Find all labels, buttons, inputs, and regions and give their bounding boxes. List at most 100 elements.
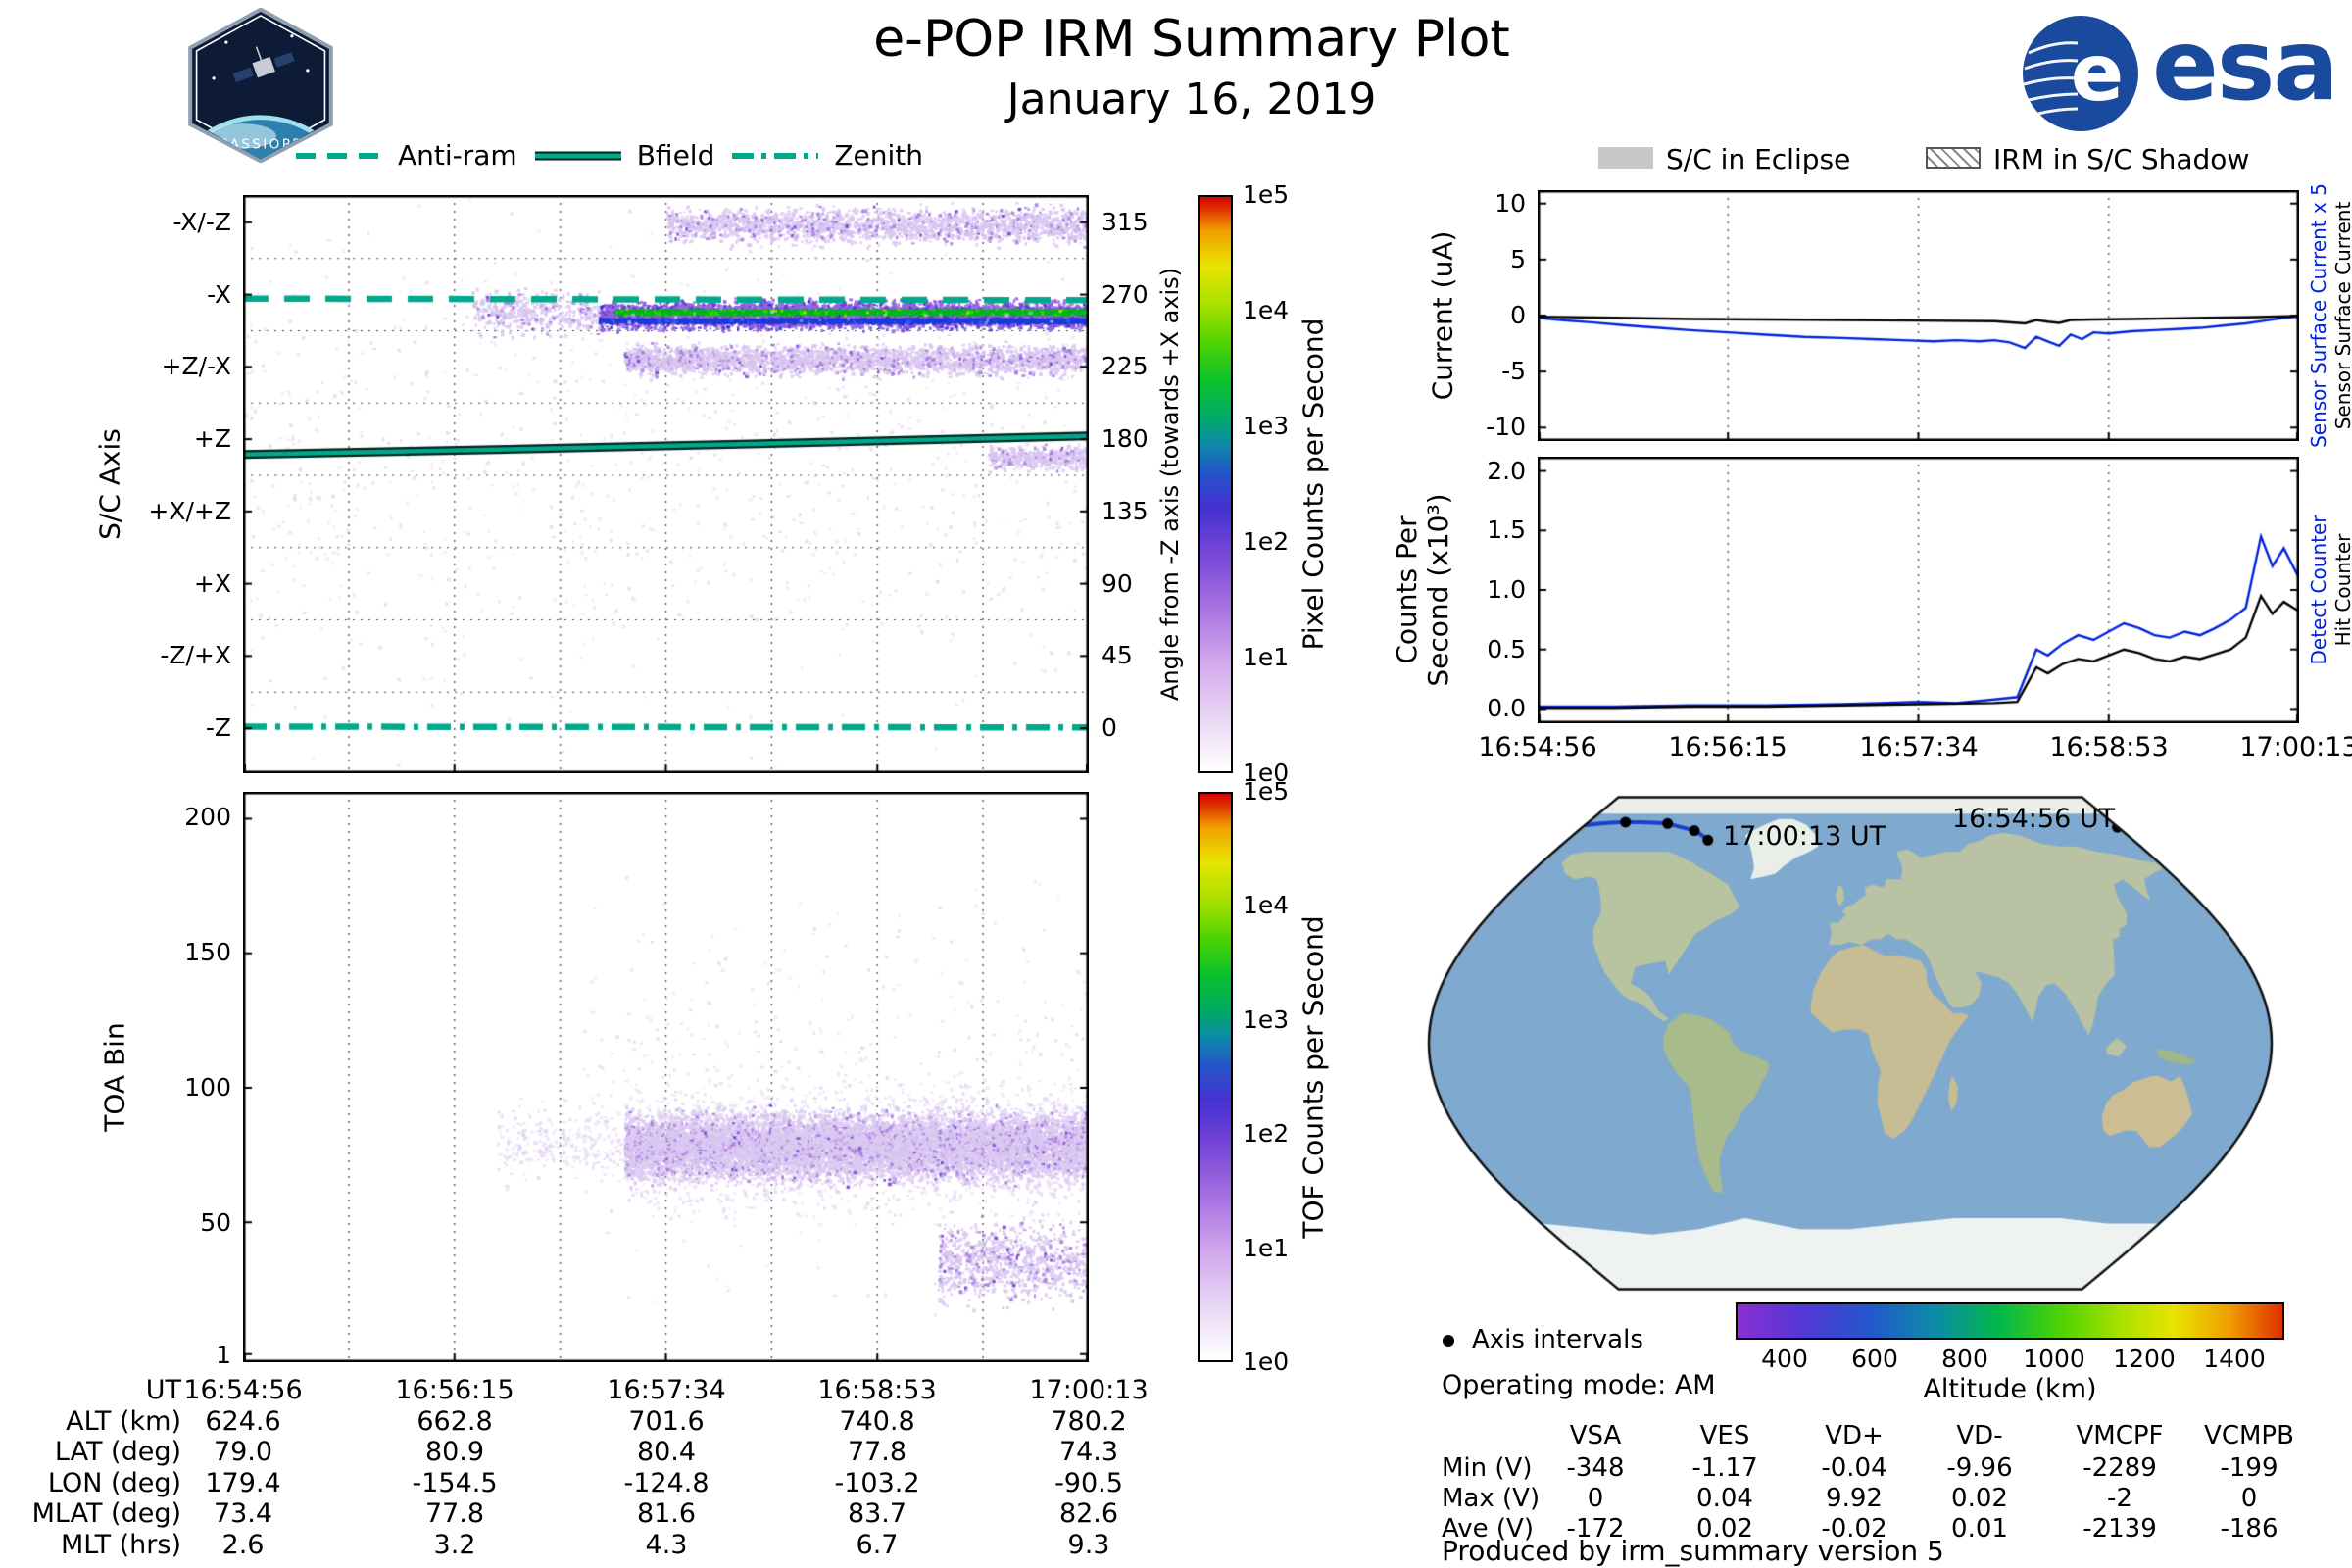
ephemeris-value: 701.6 [628, 1405, 705, 1437]
ephemeris-row-label: MLT (hrs) [60, 1529, 181, 1560]
ephemeris-value: 16:54:56 [183, 1375, 303, 1405]
ephemeris-value: -154.5 [412, 1467, 498, 1498]
angle-axis-tick: 225 [1102, 352, 1149, 380]
ephemeris-value: 81.6 [636, 1498, 697, 1529]
ephemeris-row-label: LAT (deg) [54, 1437, 181, 1467]
ephemeris-row-label: ALT (km) [66, 1405, 181, 1437]
axis-intervals-label: Axis intervals [1472, 1325, 1643, 1354]
sc-axis-left-tick: -Z [205, 713, 231, 742]
legend-antiram-label: Anti-ram [398, 139, 517, 172]
voltage-value: -1.17 [1691, 1453, 1758, 1483]
pixel-colorbar-tick: 1e4 [1243, 296, 1290, 324]
angle-axis-tick: 90 [1102, 569, 1133, 598]
ephemeris-value: 83.7 [847, 1498, 907, 1529]
sc-axis-spectrogram-plot[interactable] [243, 195, 1089, 773]
voltage-value: 0 [2240, 1484, 2258, 1513]
ephemeris-value: 179.4 [205, 1467, 281, 1498]
altitude-tick: 800 [1941, 1345, 1988, 1373]
voltage-row-label: Min (V) [1442, 1453, 1533, 1483]
current-right-label-blue: Sensor Surface Current x 5 [2307, 183, 2330, 448]
esa-logo: e [2021, 14, 2144, 137]
ephemeris-value: 80.9 [424, 1437, 485, 1467]
altitude-tick: 1000 [2023, 1345, 2085, 1373]
pixel-colorbar-tick: 1e0 [1243, 759, 1290, 787]
sc-axis-left-tick: +Z [193, 424, 231, 453]
ephemeris-row-label: LON (deg) [47, 1467, 181, 1498]
ephemeris-value: 16:58:53 [817, 1375, 937, 1405]
voltage-value: -186 [2220, 1514, 2278, 1544]
counter-rates-plot[interactable] [1538, 457, 2299, 723]
shadow-legend-swatch [1926, 147, 1981, 169]
tof-colorbar-tick: 1e3 [1243, 1005, 1290, 1034]
voltage-value: 0.04 [1696, 1484, 1753, 1513]
counts-xtick: 16:56:15 [1668, 732, 1788, 762]
eclipse-legend-swatch [1598, 147, 1653, 169]
sensor-current-plot[interactable] [1538, 190, 2299, 441]
antiram-dashed-line-icon [296, 152, 382, 159]
legend-bfield-label: Bfield [636, 139, 715, 172]
ground-track-map[interactable] [1424, 792, 2277, 1295]
ephemeris-value: 3.2 [433, 1529, 476, 1560]
toa-ytick: 1 [216, 1341, 231, 1369]
ephemeris-value: 82.6 [1058, 1498, 1119, 1529]
pixel-counts-colorbar [1198, 195, 1233, 773]
pixel-colorbar-tick: 1e1 [1243, 643, 1290, 671]
counts-xtick: 17:00:13 [2239, 732, 2352, 762]
ephemeris-value: 80.4 [636, 1437, 697, 1467]
voltage-value: -2 [2107, 1484, 2132, 1513]
counts-ylabel-line1: Counts Per [1391, 515, 1423, 664]
counts-right-label-blue: Detect Counter [2307, 514, 2330, 665]
shadow-legend-label: IRM in S/C Shadow [1993, 143, 2250, 175]
ephemeris-value: 73.4 [213, 1498, 273, 1529]
page-title: e-POP IRM Summary Plot [873, 10, 1510, 69]
ephemeris-value: -90.5 [1054, 1467, 1123, 1498]
voltage-value: -348 [1566, 1453, 1625, 1483]
counts-ytick: 0.0 [1487, 694, 1526, 722]
altitude-colorbar [1736, 1302, 2284, 1340]
counts-ytick: 1.5 [1487, 515, 1526, 544]
voltage-value: -2289 [2082, 1453, 2157, 1483]
sc-axis-left-tick: -X/-Z [172, 208, 231, 236]
ephemeris-value: 2.6 [221, 1529, 265, 1560]
voltage-value: 0.02 [1951, 1484, 2008, 1513]
voltage-value: 0.02 [1696, 1514, 1753, 1544]
ephemeris-value: 6.7 [856, 1529, 899, 1560]
toa-spectrogram-plot[interactable] [243, 792, 1089, 1362]
axis-interval-dot-icon [1443, 1335, 1454, 1347]
ephemeris-value: -103.2 [834, 1467, 920, 1498]
angle-axis-label: Angle from -Z axis (towards +X axis) [1156, 267, 1184, 702]
voltage-row-label: Ave (V) [1442, 1514, 1534, 1544]
ephemeris-value: 624.6 [205, 1405, 281, 1437]
counts-xtick: 16:57:34 [1859, 732, 1979, 762]
current-ytick: -5 [1501, 357, 1526, 385]
counts-xtick: 16:54:56 [1478, 732, 1597, 762]
legend-antiram: Anti-ram [294, 139, 517, 172]
pixel-colorbar-label: Pixel Counts per Second [1297, 318, 1330, 651]
voltage-row-label: Max (V) [1442, 1484, 1541, 1513]
legend-zenith-label: Zenith [834, 139, 924, 172]
sc-axis-left-tick: +X/+Z [148, 497, 231, 525]
altitude-tick: 400 [1761, 1345, 1808, 1373]
tof-colorbar-tick: 1e4 [1243, 891, 1290, 919]
ephemeris-value: 16:57:34 [607, 1375, 726, 1405]
cassiope-mission-patch: CASSIOPE [182, 7, 339, 167]
sc-axis-left-tick: -X [207, 280, 231, 309]
zenith-dashdot-line-icon [732, 152, 819, 159]
ephemeris-value: -124.8 [623, 1467, 710, 1498]
altitude-tick: 1400 [2203, 1345, 2266, 1373]
counts-ytick: 0.5 [1487, 635, 1526, 663]
esa-wordmark: esa [2152, 8, 2339, 122]
sc-axis-left-tick: -Z/+X [160, 641, 231, 669]
sc-axis-legend: Anti-ram Bfield Zenith [294, 139, 923, 172]
tof-colorbar-tick: 1e1 [1243, 1234, 1290, 1262]
voltage-value: -2139 [2082, 1514, 2157, 1544]
tof-colorbar-tick: 1e2 [1243, 1119, 1290, 1148]
voltage-value: 0.01 [1951, 1514, 2008, 1544]
page-date: January 16, 2019 [1006, 74, 1377, 124]
legend-bfield: Bfield [533, 139, 715, 172]
current-ytick: 10 [1494, 189, 1526, 218]
counts-ytick: 1.0 [1487, 575, 1526, 604]
current-ytick: 0 [1510, 301, 1526, 329]
operating-mode-label: Operating mode: AM [1442, 1370, 1716, 1400]
altitude-tick: 600 [1851, 1345, 1898, 1373]
